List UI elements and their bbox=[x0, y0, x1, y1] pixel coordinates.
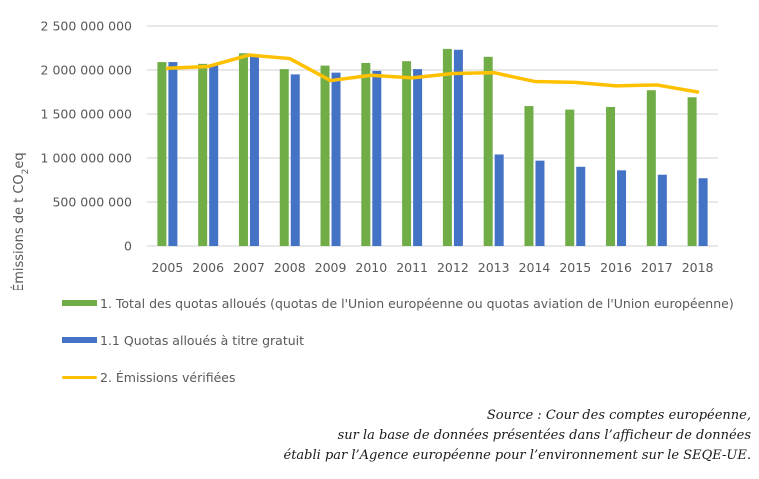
y-tick-label: 2 500 000 000 bbox=[41, 19, 132, 34]
bar-free-quotas bbox=[331, 72, 341, 246]
y-tick-label: 500 000 000 bbox=[52, 195, 132, 210]
y-axis-label: Émissions de t CO2eq bbox=[11, 152, 31, 290]
bar-free-quotas bbox=[698, 178, 708, 246]
bar-total-quotas bbox=[361, 62, 371, 247]
legend-swatch-blue bbox=[62, 337, 97, 343]
x-tick-label: 2013 bbox=[478, 260, 510, 275]
legend-item-verified-emissions: 2. Émissions vérifiées bbox=[62, 368, 235, 386]
legend-label: 1. Total des quotas alloués (quotas de l… bbox=[100, 295, 734, 311]
chart: 0 500 000 000 1 000 000 000 1 500 000 000 2 … bbox=[11, 19, 718, 290]
x-tick-label: 2007 bbox=[233, 260, 265, 275]
bar-total-quotas bbox=[646, 90, 656, 247]
bar-total-quotas bbox=[320, 65, 330, 246]
legend-item-total-quotas: 1. Total des quotas alloués (quotas de l… bbox=[62, 294, 734, 312]
bar-free-quotas bbox=[576, 166, 586, 246]
bar-total-quotas bbox=[606, 106, 616, 247]
bar-total-quotas bbox=[402, 61, 412, 247]
legend-item-free-quotas: 1.1 Quotas alloués à titre gratuit bbox=[62, 331, 304, 349]
legend-swatch-yellow-line bbox=[62, 375, 97, 379]
x-tick-label: 2008 bbox=[274, 260, 306, 275]
x-tick-label: 2014 bbox=[519, 260, 551, 275]
y-tick-label: 0 bbox=[124, 239, 132, 254]
bar-total-quotas bbox=[279, 69, 289, 247]
y-tick-label: 1 500 000 000 bbox=[41, 107, 132, 122]
bar-total-quotas bbox=[442, 48, 452, 246]
x-tick-label: 2006 bbox=[192, 260, 224, 275]
y-tick-label: 1 000 000 000 bbox=[41, 151, 132, 166]
bar-total-quotas bbox=[198, 63, 208, 247]
bar-total-quotas bbox=[238, 53, 248, 246]
x-tick-label: 2009 bbox=[315, 260, 347, 275]
bar-free-quotas bbox=[413, 69, 423, 247]
x-tick-label: 2011 bbox=[396, 260, 428, 275]
x-tick-label: 2018 bbox=[682, 260, 714, 275]
x-tick-label: 2012 bbox=[437, 260, 469, 275]
bar-free-quotas bbox=[657, 174, 667, 246]
bar-total-quotas bbox=[565, 109, 575, 246]
line-verified-emissions bbox=[165, 53, 700, 94]
bars bbox=[157, 48, 708, 247]
source-line: établi par l’Agence européenne pour l’en… bbox=[283, 448, 752, 463]
bar-free-quotas bbox=[372, 70, 382, 246]
bar-free-quotas bbox=[535, 160, 545, 246]
bar-total-quotas bbox=[687, 97, 697, 246]
x-tick-label: 2016 bbox=[600, 260, 632, 275]
emissions-line bbox=[165, 53, 700, 94]
bar-free-quotas bbox=[290, 74, 300, 247]
bar-free-quotas bbox=[617, 170, 627, 246]
x-tick-label: 2015 bbox=[559, 260, 591, 275]
bar-free-quotas bbox=[494, 154, 504, 246]
bar-total-quotas bbox=[483, 56, 493, 246]
legend-swatch-green bbox=[62, 300, 97, 306]
y-axis-ticks: 0 500 000 000 1 000 000 000 1 500 000 000 2 … bbox=[41, 19, 133, 254]
x-tick-label: 2017 bbox=[641, 260, 673, 275]
legend-label: 1.1 Quotas alloués à titre gratuit bbox=[100, 332, 305, 348]
bar-free-quotas bbox=[209, 64, 219, 246]
source-line: sur la base de données présentées dans l… bbox=[337, 428, 751, 443]
x-tick-label: 2010 bbox=[355, 260, 387, 275]
x-tick-label: 2005 bbox=[151, 260, 183, 275]
bar-free-quotas bbox=[249, 55, 259, 246]
source-note: Source : Cour des comptes européenne, su… bbox=[284, 406, 752, 466]
x-axis-ticks: 2005 2006 2007 2008 2009 2010 2011 2012 2013 2014… bbox=[151, 260, 713, 275]
legend-label: 2. Émissions vérifiées bbox=[100, 369, 236, 385]
bar-total-quotas bbox=[524, 106, 534, 246]
source-line: Source : Cour des comptes européenne, bbox=[486, 408, 751, 423]
y-tick-label: 2 000 000 000 bbox=[41, 63, 132, 78]
bar-free-quotas bbox=[453, 49, 463, 247]
bar-free-quotas bbox=[168, 62, 178, 246]
bar-total-quotas bbox=[157, 62, 167, 246]
